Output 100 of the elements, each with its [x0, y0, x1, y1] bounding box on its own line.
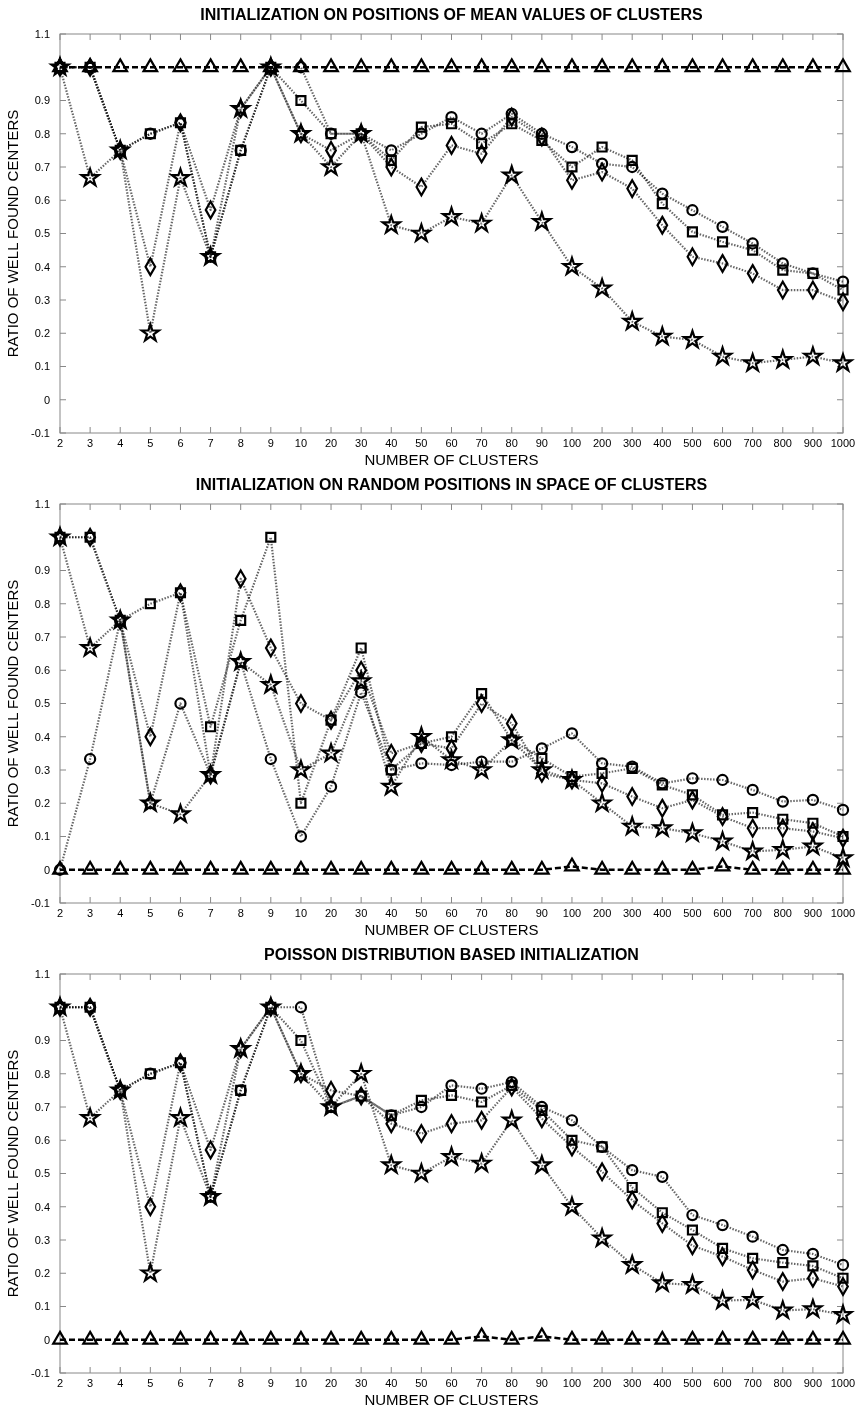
x-tick-label: 400 — [653, 1377, 672, 1389]
x-tick-label: 20 — [324, 437, 338, 449]
x-tick-label: 100 — [562, 437, 582, 449]
y-tick-label: 0.1 — [34, 1300, 50, 1313]
x-tick-label: 1000 — [830, 1377, 856, 1389]
x-tick-label: 60 — [445, 1377, 458, 1389]
y-tick-label: 0.5 — [34, 697, 50, 710]
x-tick-label: 400 — [653, 907, 672, 919]
x-tick-label: 4 — [117, 437, 124, 449]
x-tick-label: 1000 — [830, 907, 856, 919]
x-tick-label: 100 — [562, 1377, 582, 1389]
y-tick-label: 0.9 — [34, 564, 50, 577]
y-tick-label: 1.1 — [34, 497, 50, 510]
x-tick-label: 400 — [653, 437, 672, 449]
x-tick-label: 90 — [535, 437, 548, 449]
y-tick-label: -0.1 — [31, 896, 50, 909]
x-tick-label: 2 — [56, 1377, 64, 1389]
y-tick-label: 0.7 — [34, 1100, 50, 1113]
x-axis-title: NUMBER OF CLUSTERS — [364, 451, 539, 468]
x-tick-label: 500 — [683, 1377, 702, 1389]
y-tick-label: 0.4 — [34, 730, 50, 743]
x-tick-label: 7 — [207, 437, 214, 449]
x-tick-label: 600 — [713, 1377, 732, 1389]
y-tick-label: 0 — [43, 1333, 50, 1346]
y-tick-label: 0.2 — [34, 1267, 50, 1280]
y-tick-label: 0.9 — [34, 94, 50, 107]
x-tick-label: 5 — [147, 1377, 154, 1389]
x-tick-label: 300 — [623, 437, 642, 449]
y-tick-label: 0.3 — [34, 763, 50, 776]
x-tick-label: 50 — [415, 907, 428, 919]
x-tick-label: 200 — [592, 437, 612, 449]
x-tick-label: 800 — [773, 907, 792, 919]
x-tick-label: 8 — [237, 1377, 244, 1389]
x-tick-label: 10 — [294, 907, 308, 919]
y-tick-label: 0.3 — [34, 1233, 50, 1246]
x-axis-title: NUMBER OF CLUSTERS — [364, 921, 539, 938]
x-tick-label: 40 — [385, 907, 398, 919]
x-tick-label: 60 — [445, 437, 458, 449]
x-tick-label: 4 — [117, 907, 124, 919]
y-tick-label: 0 — [43, 863, 50, 876]
x-tick-label: 500 — [683, 907, 702, 919]
x-tick-label: 900 — [803, 437, 823, 449]
x-tick-label: 200 — [592, 1377, 612, 1389]
x-tick-label: 500 — [683, 437, 702, 449]
y-tick-label: 0.6 — [34, 1134, 50, 1147]
x-tick-label: 10 — [294, 1377, 308, 1389]
y-tick-label: 1.1 — [34, 27, 50, 40]
y-tick-label: 0.8 — [34, 597, 50, 610]
x-axis-title: NUMBER OF CLUSTERS — [364, 1391, 539, 1407]
x-tick-label: 1000 — [830, 437, 856, 449]
x-tick-label: 900 — [803, 907, 823, 919]
x-tick-label: 40 — [385, 1377, 398, 1389]
x-tick-label: 9 — [267, 1377, 274, 1389]
y-tick-label: 0.4 — [34, 260, 50, 273]
x-tick-label: 9 — [267, 907, 274, 919]
x-tick-label: 600 — [713, 437, 732, 449]
x-tick-label: 300 — [623, 907, 642, 919]
y-tick-label: -0.1 — [31, 1366, 50, 1379]
y-tick-label: 0.7 — [34, 630, 50, 643]
x-tick-label: 6 — [177, 907, 184, 919]
y-tick-label: 0.1 — [34, 830, 50, 843]
x-tick-label: 800 — [773, 437, 792, 449]
x-tick-label: 8 — [237, 907, 244, 919]
x-tick-label: 70 — [475, 1377, 488, 1389]
y-tick-label: 0.5 — [34, 227, 50, 240]
x-tick-label: 2 — [56, 437, 64, 449]
y-tick-label: 0.2 — [34, 327, 50, 340]
y-tick-label: 0.7 — [34, 160, 50, 173]
x-tick-label: 7 — [207, 1377, 214, 1389]
y-tick-label: 0.9 — [34, 1034, 50, 1047]
chart-title: INITIALIZATION ON POSITIONS OF MEAN VALUES OF CLUSTERS — [200, 6, 704, 23]
x-tick-label: 700 — [743, 907, 762, 919]
y-tick-label: 0.6 — [34, 194, 50, 207]
x-tick-label: 2 — [56, 907, 64, 919]
x-tick-label: 700 — [743, 437, 762, 449]
x-tick-label: 60 — [445, 907, 458, 919]
x-tick-label: 6 — [177, 437, 184, 449]
x-tick-label: 600 — [713, 907, 732, 919]
x-tick-label: 900 — [803, 1377, 823, 1389]
y-axis-title: RATIO OF WELL FOUND CENTERS — [4, 1049, 21, 1298]
x-tick-label: 8 — [237, 437, 244, 449]
x-tick-label: 6 — [177, 1377, 184, 1389]
y-tick-label: 0.2 — [34, 797, 50, 810]
x-tick-label: 700 — [743, 1377, 762, 1389]
x-tick-label: 100 — [562, 907, 582, 919]
x-tick-label: 80 — [505, 437, 518, 449]
x-tick-label: 30 — [355, 437, 368, 449]
x-tick-label: 5 — [147, 437, 154, 449]
x-tick-label: 30 — [355, 1377, 368, 1389]
x-tick-label: 9 — [267, 437, 274, 449]
chart-title: INITIALIZATION ON RANDOM POSITIONS IN SPACE OF CLUSTERS — [195, 476, 708, 493]
x-tick-label: 7 — [207, 907, 214, 919]
x-tick-label: 50 — [415, 1377, 428, 1389]
y-axis-title: RATIO OF WELL FOUND CENTERS — [4, 579, 21, 828]
x-tick-label: 4 — [117, 1377, 124, 1389]
x-tick-label: 90 — [535, 907, 548, 919]
y-tick-label: 0.3 — [34, 293, 50, 306]
x-tick-label: 20 — [324, 1377, 338, 1389]
x-tick-label: 10 — [294, 437, 308, 449]
x-tick-label: 50 — [415, 437, 428, 449]
